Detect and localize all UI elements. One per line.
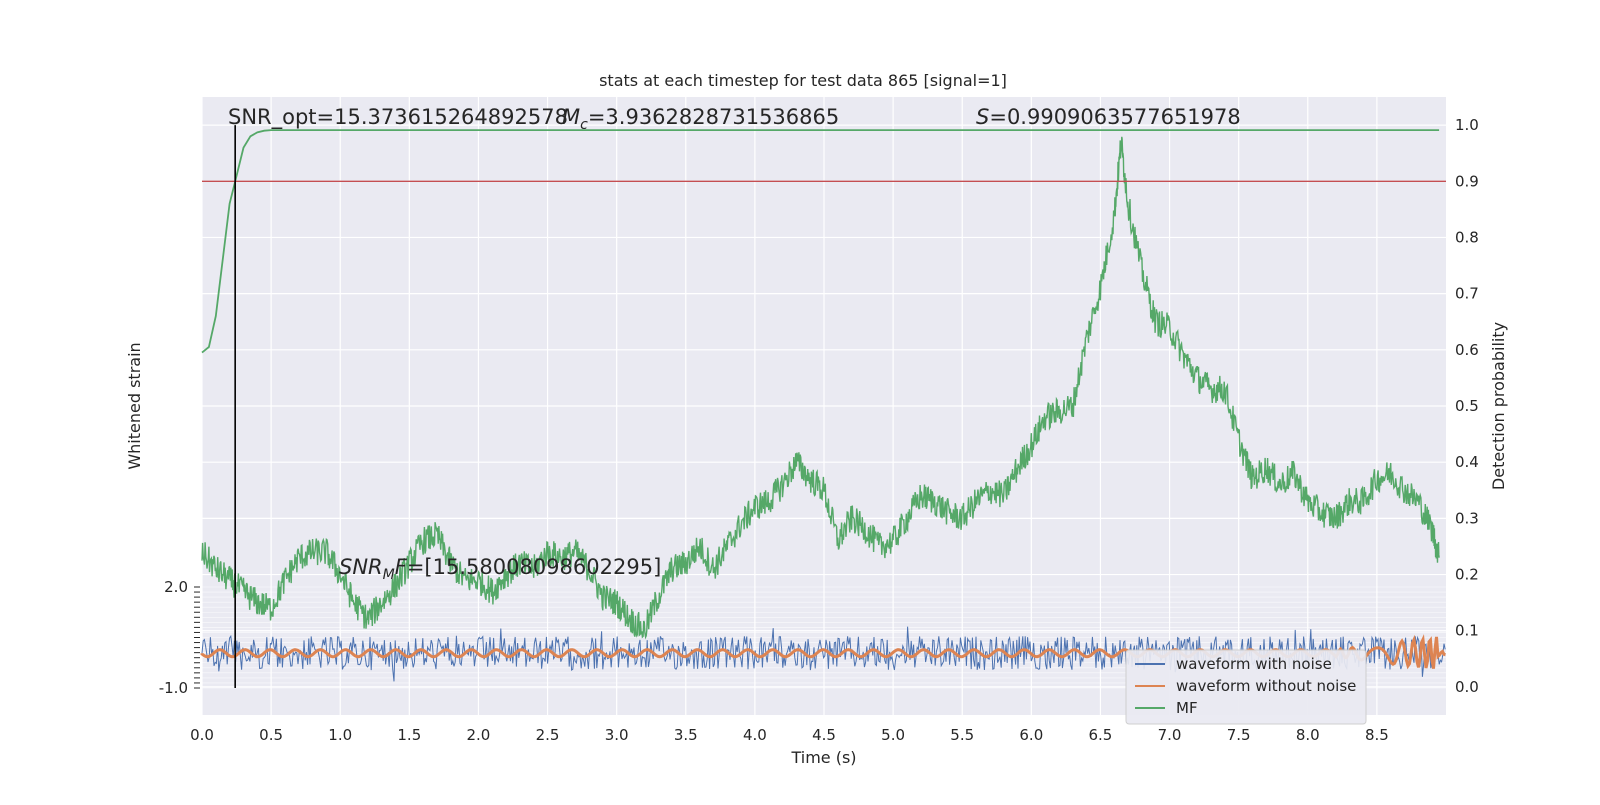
mf-trace <box>201 129 1440 354</box>
x-tick-label: 8.5 <box>1365 726 1389 744</box>
legend: waveform with noise waveform without noi… <box>1125 649 1367 725</box>
x-tick-label: 4.5 <box>812 726 836 744</box>
right-y-axis-ticks: 0.0 0.1 0.2 0.3 0.4 0.5 0.6 0.7 0.8 0.9 1.0 <box>1455 116 1479 696</box>
x-tick-label: 5.5 <box>950 726 974 744</box>
detection-probability-trace <box>201 136 1440 640</box>
x-tick-label: 1.0 <box>328 726 352 744</box>
mc-symbol: M <box>562 105 580 129</box>
x-tick-label: 7.0 <box>1158 726 1182 744</box>
right-y-tick-label: 0.5 <box>1455 397 1479 415</box>
right-y-tick-label: 0.3 <box>1455 509 1479 527</box>
left-y-tick-top: 2.0 <box>164 578 188 596</box>
snr-mf-value: =[15.58008098602295] <box>407 555 661 579</box>
x-tick-label: 6.5 <box>1089 726 1113 744</box>
right-y-tick-label: 0.7 <box>1455 285 1479 303</box>
x-tick-label: 5.0 <box>881 726 905 744</box>
detection-probability-series <box>201 136 1440 640</box>
mc-value: =3.9362828731536865 <box>588 105 839 129</box>
x-axis-label: Time (s) <box>790 748 856 767</box>
mc-annotation: Mc=3.9362828731536865 <box>562 105 839 133</box>
right-y-tick-label: 0.1 <box>1455 622 1479 640</box>
legend-label-noise: waveform with noise <box>1176 655 1332 673</box>
x-tick-label: 8.0 <box>1296 726 1320 744</box>
right-y-tick-label: 0.6 <box>1455 341 1479 359</box>
x-axis-ticks: 0.0 0.5 1.0 1.5 2.0 2.5 3.0 3.5 4.0 4.5 5.0 5.5 6.0 6… <box>190 726 1389 744</box>
right-y-tick-label: 0.9 <box>1455 172 1479 190</box>
x-tick-label: 3.5 <box>674 726 698 744</box>
snr-mf-symbol: SNR <box>339 555 383 579</box>
x-tick-label: 2.0 <box>467 726 491 744</box>
snr-mf-symbol-f: F <box>395 555 408 579</box>
left-y-axis-label: Whitened strain <box>125 342 144 469</box>
legend-label-mf: MF <box>1176 699 1198 717</box>
s-value: =0.9909063577651978 <box>989 105 1240 129</box>
mf-series <box>201 129 1440 354</box>
snr-mf-annotation: SNRMF=[15.58008098602295] <box>339 555 661 583</box>
x-tick-label: 7.5 <box>1227 726 1251 744</box>
x-tick-label: 0.5 <box>259 726 283 744</box>
x-tick-label: 3.0 <box>605 726 629 744</box>
x-tick-label: 2.5 <box>536 726 560 744</box>
left-y-tick-bottom: -1.0 <box>159 679 188 697</box>
legend-label-clean: waveform without noise <box>1176 677 1356 695</box>
right-y-tick-label: 0.0 <box>1455 678 1479 696</box>
s-annotation: S=0.9909063577651978 <box>976 105 1241 129</box>
right-y-axis-label: Detection probability <box>1489 322 1508 490</box>
mc-subscript: c <box>580 117 588 133</box>
snr-opt-annotation: SNR_opt=15.373615264892578 <box>228 105 568 130</box>
right-y-tick-label: 1.0 <box>1455 116 1479 134</box>
x-tick-label: 4.0 <box>743 726 767 744</box>
s-symbol: S <box>976 105 989 129</box>
right-y-tick-label: 0.2 <box>1455 566 1479 584</box>
snr-mf-subscript: M <box>383 567 395 583</box>
chart-title: stats at each timestep for test data 865… <box>599 71 1007 90</box>
legend-box <box>1125 649 1367 725</box>
x-tick-label: 6.0 <box>1019 726 1043 744</box>
right-y-tick-label: 0.4 <box>1455 453 1479 471</box>
x-tick-label: 1.5 <box>397 726 421 744</box>
x-tick-label: 0.0 <box>190 726 214 744</box>
right-y-tick-label: 0.8 <box>1455 228 1479 246</box>
